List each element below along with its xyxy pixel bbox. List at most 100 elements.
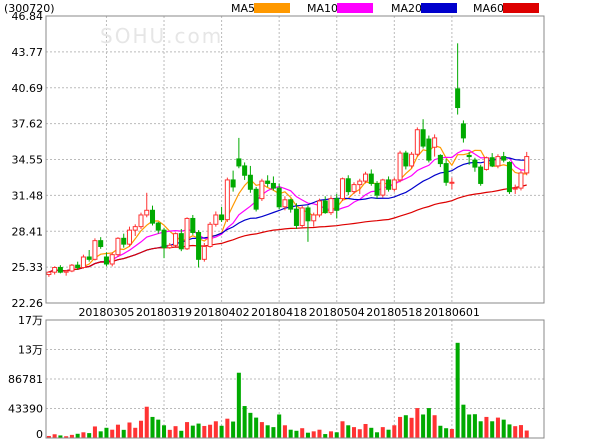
candle-body	[322, 200, 328, 214]
volume-bar	[426, 408, 431, 438]
candle	[483, 156, 489, 171]
volume-tick-label: 13万	[18, 344, 43, 357]
volume-bar	[87, 433, 92, 438]
volume-tick-label: 17万	[18, 314, 43, 327]
candle-body	[403, 152, 409, 167]
candle-body	[167, 244, 173, 249]
legend-swatch-ma10	[337, 3, 373, 13]
candle	[501, 151, 507, 163]
candle	[506, 161, 512, 194]
candle	[259, 178, 265, 201]
date-tick-label: 20180504	[309, 306, 365, 319]
candle-body	[420, 129, 426, 147]
volume-bar	[288, 429, 293, 438]
candle-body	[144, 209, 150, 216]
price-axis-labels: 46.84 43.77 40.69 37.62 34.55 31.48 28.41 25.33…	[12, 10, 44, 310]
candle	[345, 175, 351, 196]
volume-bars	[46, 342, 529, 438]
candle	[334, 193, 340, 219]
volume-bar	[294, 430, 299, 438]
volume-bar	[409, 417, 414, 438]
candle-body	[173, 233, 179, 246]
candle	[437, 154, 443, 168]
candle	[115, 237, 121, 257]
candle	[201, 242, 207, 262]
candle-body	[460, 123, 466, 139]
legend-swatch-ma5	[254, 3, 290, 13]
legend: MA5 MA10 MA20 MA60	[231, 2, 539, 15]
candle-body	[368, 173, 374, 184]
volume-axis-labels: 17万 13万 86781 43390 0	[8, 314, 43, 440]
price-tick-label: 46.84	[12, 10, 44, 23]
candle	[403, 150, 409, 170]
date-tick-label: 20180601	[424, 306, 480, 319]
candle	[305, 205, 311, 242]
candle-body	[276, 187, 282, 208]
stock-code: (300720)	[4, 2, 55, 15]
volume-bar	[254, 417, 259, 438]
candle-body	[339, 178, 346, 200]
date-tick-label: 20180319	[136, 306, 192, 319]
candle-body	[449, 181, 455, 184]
candle	[460, 120, 466, 143]
candle	[351, 182, 357, 194]
candle	[512, 184, 518, 194]
candle-body	[432, 137, 438, 148]
candle-body	[69, 264, 75, 272]
candle-body	[236, 158, 242, 167]
volume-bar	[104, 427, 109, 438]
candle-body	[126, 229, 132, 245]
candle	[518, 170, 524, 191]
candle-body	[363, 173, 369, 182]
volume-bar	[375, 432, 380, 438]
candle-body	[270, 182, 276, 189]
candle-body	[437, 154, 443, 165]
candle-body	[80, 256, 86, 269]
candle	[322, 196, 328, 214]
volume-bar	[300, 428, 305, 438]
candle	[363, 171, 369, 184]
volume-bar	[363, 423, 368, 438]
volume-bar	[52, 434, 57, 438]
candle	[178, 228, 184, 252]
candle-body	[138, 214, 144, 228]
candle-body	[63, 270, 69, 273]
line-ma5	[48, 144, 527, 273]
candle	[426, 135, 432, 163]
candle	[409, 151, 415, 169]
volume-bar	[323, 434, 328, 438]
volume-bar	[282, 425, 287, 438]
candle-body	[259, 180, 265, 200]
volume-bar	[92, 426, 97, 438]
candle	[242, 162, 248, 180]
candle-body	[305, 207, 311, 222]
candle	[144, 192, 150, 218]
volume-bar	[190, 425, 195, 438]
volume-bar	[69, 434, 74, 438]
volume-bar	[518, 425, 523, 438]
candle	[52, 266, 58, 275]
candle-body	[345, 178, 351, 193]
candle-body	[380, 179, 386, 196]
volume-bar	[219, 425, 224, 438]
candle-body	[311, 214, 317, 222]
volume-bar	[167, 429, 172, 438]
candle	[449, 177, 455, 190]
volume-bar	[438, 425, 443, 438]
candle	[414, 127, 420, 157]
candle	[98, 237, 104, 249]
candle	[276, 183, 282, 210]
volume-bar	[403, 415, 408, 438]
volume-bar	[346, 425, 351, 438]
volume-bar	[110, 429, 115, 438]
candle	[478, 164, 484, 186]
volume-bar	[328, 431, 333, 438]
candle	[161, 227, 167, 259]
volume-bar	[202, 425, 207, 438]
legend-swatch-ma20	[421, 3, 457, 13]
volume-tick-label: 86781	[8, 373, 43, 386]
volume-bar	[150, 416, 155, 438]
volume-bar	[392, 425, 397, 438]
candle-body	[282, 199, 288, 208]
